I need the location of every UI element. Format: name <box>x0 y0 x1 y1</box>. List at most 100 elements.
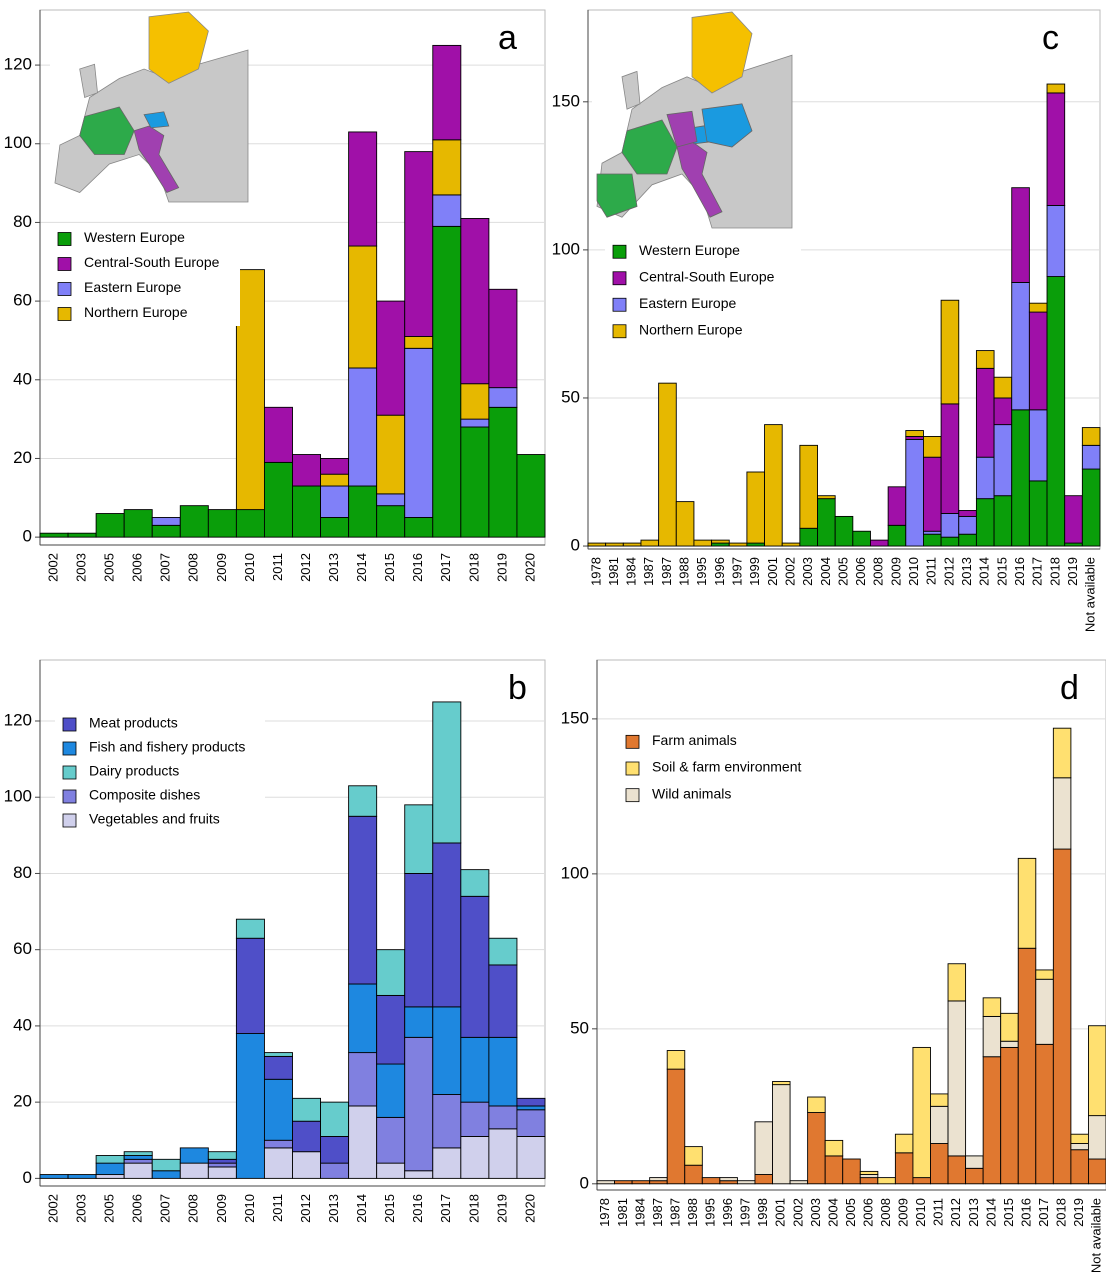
bar-segment <box>292 454 322 487</box>
bar-segment <box>719 1180 738 1185</box>
x-tick-label: 2003 <box>800 557 815 586</box>
x-tick-label: 1999 <box>747 557 762 586</box>
x-tick-label: 2008 <box>871 557 886 586</box>
panel-letter: a <box>498 19 517 57</box>
map-land <box>621 70 641 110</box>
bar-segment <box>320 458 350 475</box>
bar-segment <box>965 1155 984 1169</box>
x-tick-label: 2016 <box>1012 557 1027 586</box>
bar-segment <box>958 515 977 535</box>
x-tick-label: 1996 <box>712 557 727 586</box>
bar-segment <box>207 1166 237 1179</box>
x-tick-label: 2018 <box>1047 557 1062 586</box>
bar-segment <box>965 1167 984 1185</box>
bar-segment <box>123 509 153 538</box>
bar-segment <box>432 44 462 141</box>
legend-label: Western Europe <box>84 229 185 245</box>
x-tick-label: 1996 <box>720 1198 735 1227</box>
panel-letter: b <box>508 669 527 707</box>
bar-segment <box>263 1147 293 1179</box>
bar-segment <box>460 1135 490 1179</box>
x-tick-label: 2001 <box>773 1198 788 1227</box>
bar-segment <box>859 1174 879 1179</box>
bar-segment <box>263 461 293 538</box>
bar-segment <box>235 937 265 1034</box>
bar-segment <box>207 509 237 538</box>
bar-segment <box>320 1101 350 1137</box>
bar-segment <box>807 1096 826 1113</box>
x-tick-label: 2005 <box>835 557 850 586</box>
legend-swatch <box>612 297 627 312</box>
bar-segment <box>982 1056 1002 1185</box>
legend-label: Northern Europe <box>84 304 188 320</box>
bar-segment <box>940 299 960 405</box>
bar-segment <box>1081 444 1101 470</box>
bar-segment <box>320 1162 350 1179</box>
bar-segment <box>675 501 695 547</box>
bar-segment <box>870 539 889 547</box>
bar-segment <box>799 444 818 529</box>
bar-segment <box>719 1177 738 1182</box>
legend-box <box>55 712 265 832</box>
bar-segment <box>263 1052 293 1057</box>
x-tick-label: 2013 <box>326 553 341 582</box>
y-tick-label: 150 <box>552 91 580 110</box>
bar-segment <box>958 533 977 547</box>
x-tick-label: 2015 <box>382 1194 397 1223</box>
y-tick-label: 20 <box>13 448 32 467</box>
bar-segment <box>263 1139 293 1149</box>
bar-segment <box>1064 495 1083 544</box>
x-tick-label: 2002 <box>790 1198 805 1227</box>
bar-segment <box>516 1109 546 1137</box>
legend-swatch <box>57 232 72 246</box>
legend-label: Western Europe <box>639 242 740 258</box>
legend-swatch <box>62 765 77 780</box>
x-tick-label: 1988 <box>685 1198 700 1227</box>
legend-label: Dairy products <box>89 763 179 779</box>
bar-segment <box>488 937 518 966</box>
bar-segment <box>1070 1133 1089 1144</box>
bar-segment <box>1028 409 1048 482</box>
x-tick-label: 2014 <box>354 553 369 582</box>
bar-segment <box>693 539 713 547</box>
x-tick-label: 2009 <box>888 557 903 586</box>
map-west <box>596 173 638 218</box>
bar-segment <box>887 486 907 526</box>
legend-swatch <box>57 282 72 296</box>
bar-segment <box>123 1155 153 1160</box>
bar-segment <box>1046 92 1066 206</box>
legend-swatch <box>625 734 640 749</box>
bar-segment <box>376 414 406 495</box>
bar-segment <box>596 1180 616 1185</box>
x-tick-label: 1981 <box>615 1198 630 1227</box>
x-tick-label: 2016 <box>1018 1198 1033 1227</box>
bar-segment <box>1052 848 1072 1185</box>
bar-segment <box>376 1116 406 1164</box>
bar-segment <box>95 1162 125 1176</box>
legend-label: Wild animals <box>652 785 731 801</box>
x-tick-label: 2012 <box>941 557 956 586</box>
bar-segment <box>947 1000 967 1157</box>
bar-segment <box>1052 727 1072 779</box>
bar-segment <box>404 347 434 518</box>
bar-segment <box>376 1063 406 1118</box>
bar-segment <box>292 1151 322 1179</box>
legend-label: Fish and fishery products <box>89 739 245 755</box>
bar-segment <box>320 1135 350 1164</box>
bar-segment <box>1081 427 1101 446</box>
x-tick-label: 2002 <box>45 1194 60 1223</box>
bar-segment <box>460 1036 490 1103</box>
bar-segment <box>930 1143 949 1185</box>
bar-segment <box>975 456 995 500</box>
x-tick-label: 2002 <box>782 557 797 586</box>
bar-segment <box>516 1135 546 1179</box>
bar-segment <box>151 517 181 526</box>
bar-segment <box>614 1180 633 1185</box>
bar-segment <box>516 1097 546 1107</box>
bar-segment <box>207 1151 237 1160</box>
legend-swatch <box>62 813 77 828</box>
bar-segment <box>1000 1012 1019 1042</box>
bar-segment <box>1070 1149 1089 1185</box>
bar-segment <box>746 471 766 544</box>
